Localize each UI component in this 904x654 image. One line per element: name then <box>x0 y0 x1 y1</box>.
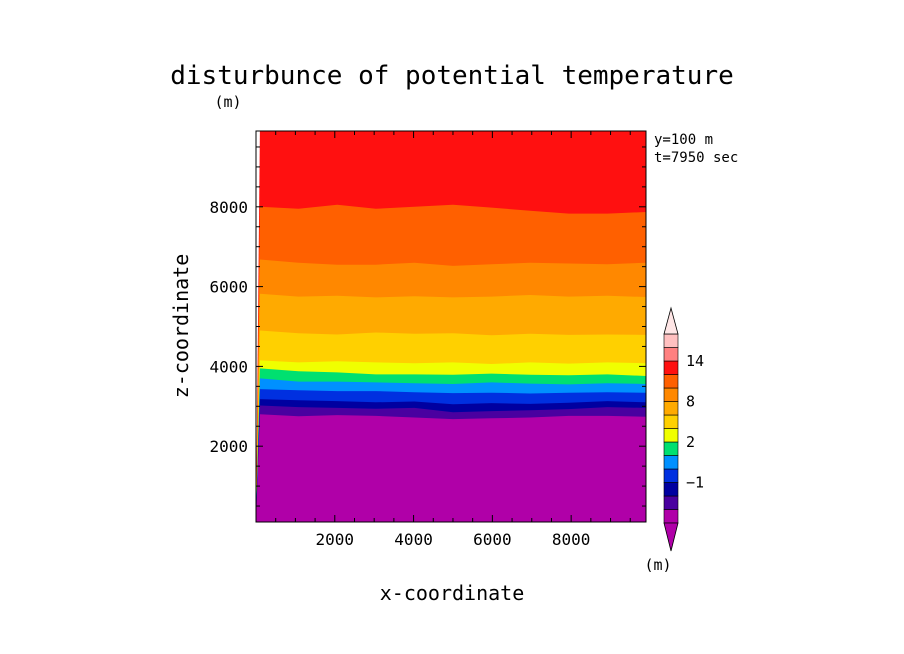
colorbar-band-4 <box>663 455 679 470</box>
contour-layers <box>256 131 646 523</box>
annotation-line-1: y=100 m <box>654 132 713 148</box>
colorbar-label: 14 <box>686 352 704 370</box>
colorbar-band-12 <box>663 347 679 362</box>
y-tick-label: 2000 <box>209 437 248 456</box>
title-units-label: (m) <box>214 93 241 111</box>
colorbar-lower-extension <box>663 522 679 552</box>
colorbar-band-5 <box>663 441 679 456</box>
colorbar-label: 2 <box>686 433 695 451</box>
colorbar-band-2 <box>663 482 679 497</box>
colorbar-band-8 <box>663 401 679 416</box>
colorbar-band-7 <box>663 414 679 429</box>
colorbar-band-0 <box>663 509 679 524</box>
colorbar-label: 8 <box>686 393 695 411</box>
colorbar-band-9 <box>663 387 679 402</box>
x-tick-label: 8000 <box>552 530 591 549</box>
y-tick-label: 6000 <box>209 278 248 297</box>
chart-title: disturbunce of potential temperature <box>170 61 734 91</box>
colorbar-band-13 <box>663 333 679 348</box>
x-tick-label: 2000 <box>316 530 355 549</box>
axis-ticks: 2000 4000 6000 8000 2000 4000 6000 8000 <box>209 131 646 549</box>
colorbar-units-label: (m) <box>644 556 671 574</box>
colorbar-band-3 <box>663 468 679 483</box>
contour-layer-11 <box>256 414 646 522</box>
y-tick-label: 4000 <box>209 357 248 376</box>
colorbar: −1 2 8 14 <box>663 306 704 552</box>
colorbar-band-6 <box>663 428 679 443</box>
x-axis-label: x-coordinate <box>380 581 525 605</box>
colorbar-upper-extension <box>663 306 679 335</box>
colorbar-band-1 <box>663 495 679 510</box>
x-tick-label: 6000 <box>473 530 512 549</box>
colorbar-band-10 <box>663 374 679 389</box>
colorbar-band-11 <box>663 360 679 375</box>
annotation-line-2: t=7950 sec <box>654 150 738 166</box>
x-tick-label: 4000 <box>394 530 433 549</box>
colorbar-label: −1 <box>686 474 704 492</box>
y-tick-label: 8000 <box>209 198 248 217</box>
y-axis-label: z-coordinate <box>169 254 193 399</box>
